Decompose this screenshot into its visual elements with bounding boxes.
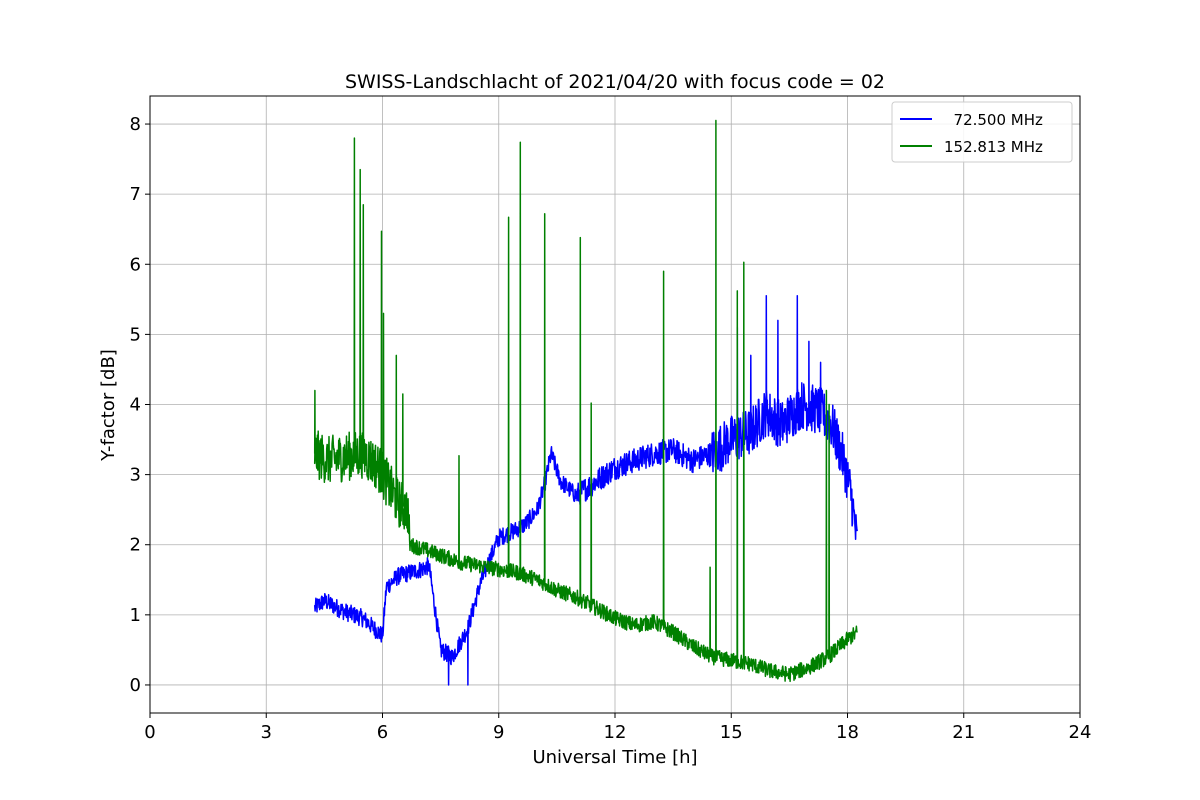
y-axis-ticks: 0 1 2 3 4 5 6 7 8 (130, 114, 150, 696)
legend-label-152813: 152.813 MHz (944, 138, 1043, 156)
chart-title: SWISS-Landschlacht of 2021/04/20 with fo… (345, 71, 885, 93)
x-tick-label: 24 (1069, 722, 1092, 743)
y-tick-label: 0 (130, 675, 141, 696)
x-tick-label: 9 (493, 722, 504, 743)
legend-label-72500: 72.500 MHz (944, 111, 1043, 129)
x-tick-label: 12 (604, 722, 627, 743)
y-tick-label: 7 (130, 184, 141, 205)
y-tick-label: 6 (130, 254, 141, 275)
x-tick-label: 15 (720, 722, 743, 743)
plot-area (313, 119, 858, 686)
y-tick-label: 2 (130, 535, 141, 556)
y-tick-label: 1 (130, 605, 141, 626)
y-tick-label: 5 (130, 324, 141, 345)
y-tick-label: 4 (130, 395, 141, 416)
series-line-0 (313, 295, 858, 686)
series-line-1 (313, 119, 858, 683)
y-axis-label: Y-factor [dB] (98, 349, 119, 462)
x-tick-label: 6 (377, 722, 388, 743)
legend: 72.500 MHz 152.813 MHz (891, 101, 1073, 163)
x-tick-label: 21 (952, 722, 975, 743)
x-tick-label: 3 (261, 722, 272, 743)
y-tick-label: 8 (130, 114, 141, 135)
x-axis-label: Universal Time [h] (532, 747, 697, 768)
x-axis-ticks: 0 3 6 9 12 15 18 21 24 (144, 713, 1091, 743)
legend-box (891, 101, 1073, 163)
x-tick-label: 0 (144, 722, 155, 743)
y-tick-label: 3 (130, 465, 141, 486)
x-tick-label: 18 (836, 722, 859, 743)
